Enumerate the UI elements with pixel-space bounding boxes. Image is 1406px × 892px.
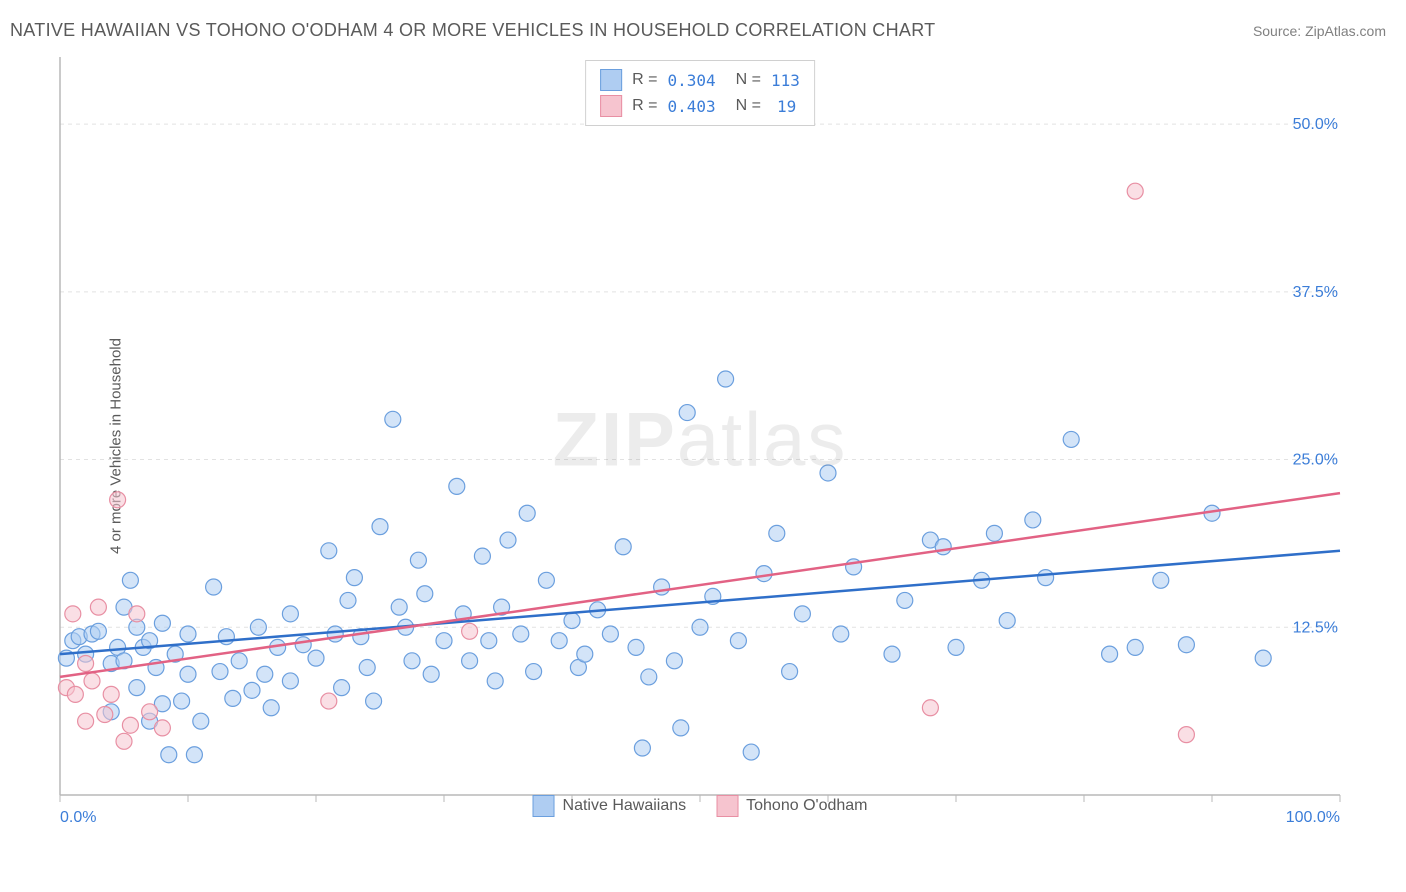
svg-text:50.0%: 50.0% bbox=[1293, 116, 1338, 133]
x-axis-end-label: 100.0% bbox=[1286, 809, 1340, 827]
stat-n-label: N = bbox=[736, 97, 761, 115]
legend-item-1: Tohono O'odham bbox=[716, 795, 867, 817]
stat-r-value-0: 0.304 bbox=[667, 71, 715, 90]
swatch-series-0 bbox=[600, 69, 622, 91]
swatch-series-1 bbox=[600, 95, 622, 117]
stat-n-value-1: 19 bbox=[777, 97, 796, 116]
stats-row-series-1: R = 0.403 N = 19 bbox=[600, 93, 800, 119]
source-label: Source: ZipAtlas.com bbox=[1253, 23, 1386, 39]
stats-legend-box: R = 0.304 N = 113 R = 0.403 N = 19 bbox=[585, 60, 815, 126]
chart-header: NATIVE HAWAIIAN VS TOHONO O'ODHAM 4 OR M… bbox=[10, 20, 1386, 41]
series-legend: Native Hawaiians Tohono O'odham bbox=[533, 795, 868, 817]
stat-r-label: R = bbox=[632, 97, 657, 115]
stat-n-label: N = bbox=[736, 71, 761, 89]
svg-text:25.0%: 25.0% bbox=[1293, 452, 1338, 469]
chart-area: R = 0.304 N = 113 R = 0.403 N = 19 ZIPat… bbox=[50, 55, 1350, 825]
stat-r-value-1: 0.403 bbox=[667, 97, 715, 116]
svg-text:37.5%: 37.5% bbox=[1293, 284, 1338, 301]
x-axis-start-label: 0.0% bbox=[60, 809, 96, 827]
legend-swatch-1 bbox=[716, 795, 738, 817]
stats-row-series-0: R = 0.304 N = 113 bbox=[600, 67, 800, 93]
legend-label-1: Tohono O'odham bbox=[746, 797, 867, 815]
chart-title: NATIVE HAWAIIAN VS TOHONO O'ODHAM 4 OR M… bbox=[10, 20, 935, 41]
svg-text:12.5%: 12.5% bbox=[1293, 619, 1338, 636]
scatter-chart: 12.5% 25.0% 37.5% 50.0% bbox=[50, 55, 1350, 825]
stat-r-label: R = bbox=[632, 71, 657, 89]
legend-item-0: Native Hawaiians bbox=[533, 795, 687, 817]
stat-n-value-0: 113 bbox=[771, 71, 800, 90]
legend-swatch-0 bbox=[533, 795, 555, 817]
legend-label-0: Native Hawaiians bbox=[563, 797, 687, 815]
